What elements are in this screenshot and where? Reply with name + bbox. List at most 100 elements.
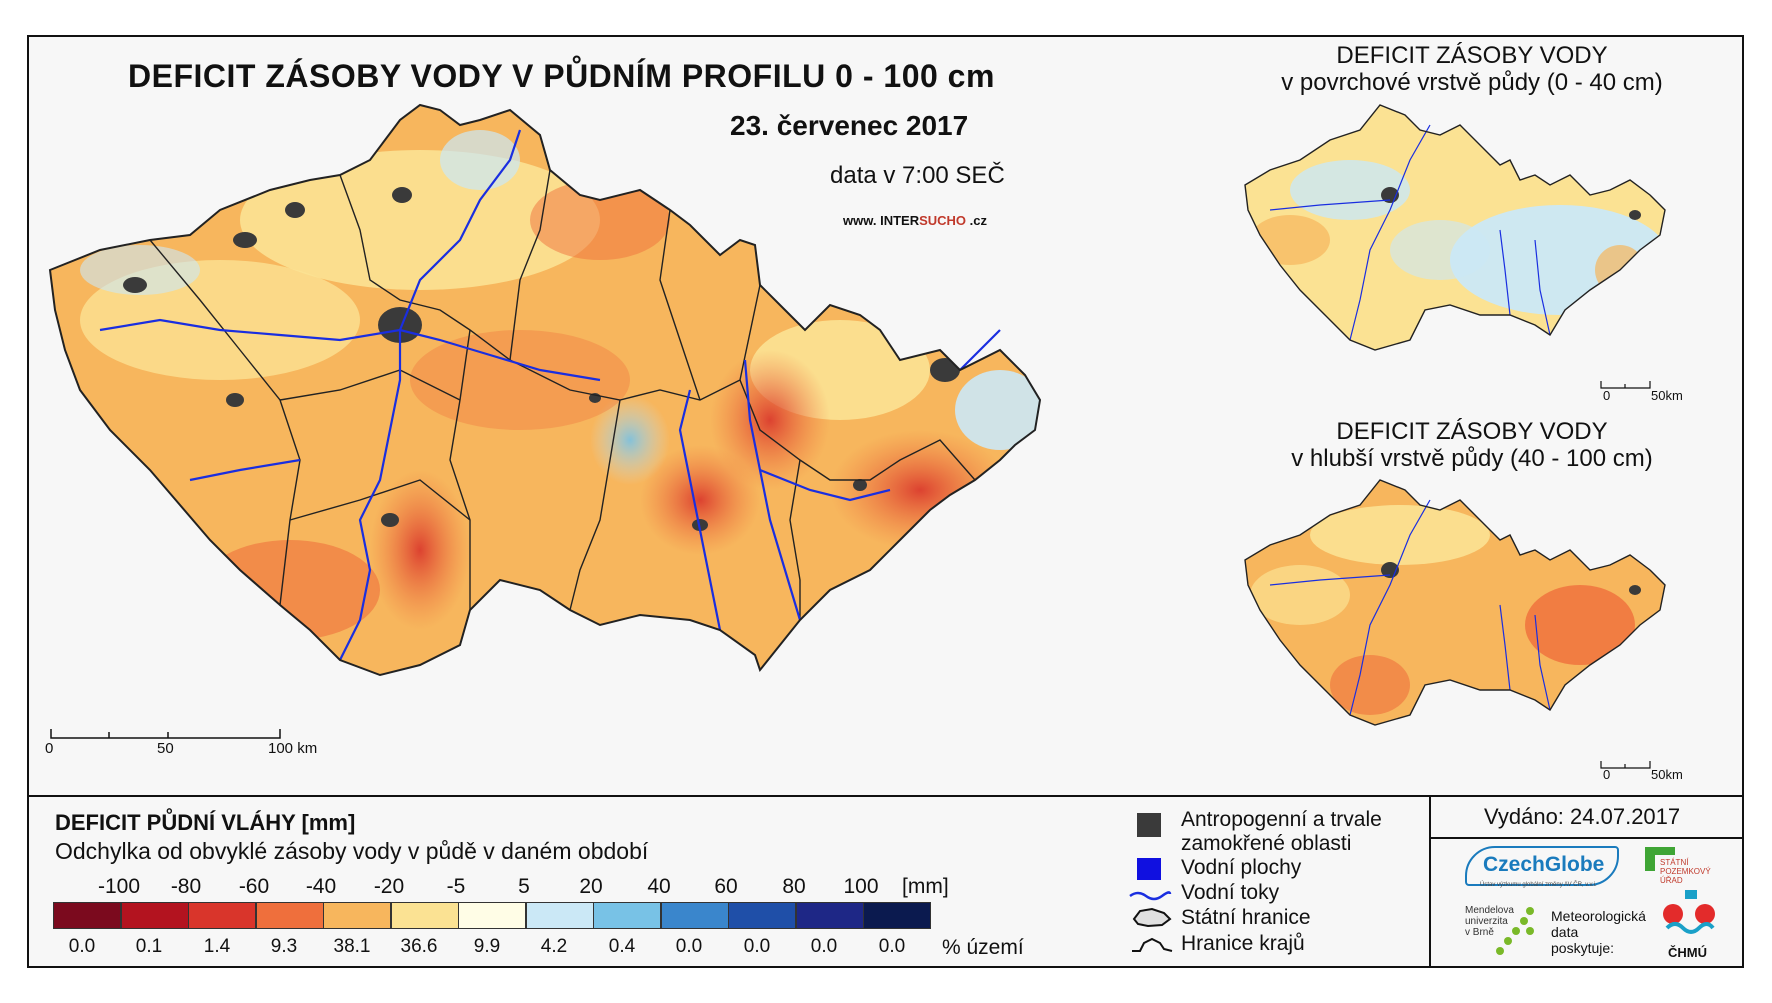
inset-bottom-scale-50: 50km — [1651, 767, 1683, 782]
legend-break: -80 — [170, 875, 202, 898]
spu-logo-line2: POZEMKOVÝ — [1660, 867, 1711, 876]
water-label: Vodní plochy — [1181, 856, 1302, 879]
legend-pct: 4.2 — [540, 936, 568, 957]
legend-break: 20 — [579, 875, 603, 898]
legend-swatch — [323, 902, 391, 929]
issued-underline — [1429, 837, 1744, 839]
inset-top-title-line2: v povrchové vrstvě půdy (0 - 40 cm) — [1281, 69, 1663, 96]
meteo-line3: poskytuje: — [1551, 940, 1615, 956]
main-map — [49, 104, 1041, 676]
legend-pct: 38.1 — [333, 936, 371, 957]
legend-swatch — [728, 902, 796, 929]
legend-swatch — [525, 902, 594, 929]
legend-break: -5 — [446, 875, 466, 898]
legend-swatch — [593, 902, 661, 929]
scale-label-100: 100 km — [268, 740, 318, 757]
legend-swatch — [863, 902, 931, 929]
anthropogenic-label-line2: zamokřené oblasti — [1181, 832, 1352, 855]
spu-logo: STÁTNÍ POZEMKOVÝ ÚŘAD — [1660, 858, 1711, 885]
legend-pct: 1.4 — [203, 936, 231, 957]
region-border-symbol — [1132, 937, 1173, 952]
legend-break: 40 — [647, 875, 671, 898]
legend-break: 60 — [714, 875, 738, 898]
inset-top-scale-0: 0 — [1603, 388, 1611, 403]
meteo-line2: data — [1551, 924, 1579, 940]
legend-pct-unit: % území — [942, 936, 1024, 959]
map-title: DEFICIT ZÁSOBY VODY V PŮDNÍM PROFILU 0 -… — [128, 58, 995, 94]
meteo-provider-label: Meteorologická data poskytuje: — [1551, 908, 1646, 956]
river-label: Vodní toky — [1181, 881, 1280, 904]
inset-top-scale-50: 50km — [1651, 388, 1683, 403]
river-symbol — [1129, 891, 1172, 901]
issued-date: Vydáno: 24.07.2017 — [1484, 804, 1681, 829]
legend-swatch — [660, 902, 729, 929]
legend-swatch — [53, 902, 121, 929]
legend-pct: 0.4 — [608, 936, 636, 957]
legend-pct: 9.3 — [270, 936, 298, 957]
state-border-symbol — [1132, 907, 1172, 928]
state-border-label: Státní hranice — [1181, 906, 1311, 929]
legend-swatch — [188, 902, 256, 929]
inset-top-title: DEFICIT ZÁSOBY VODY v povrchové vrstvě p… — [1212, 42, 1732, 96]
issued-divider — [1429, 795, 1431, 968]
inset-bottom-title: DEFICIT ZÁSOBY VODY v hlubší vrstvě půdy… — [1212, 418, 1732, 472]
mendel-logo-line1: Mendelova — [1465, 905, 1514, 916]
mendel-logo-line3: v Brně — [1465, 927, 1494, 938]
water-swatch — [1137, 858, 1161, 880]
data-time: data v 7:00 SEČ — [830, 162, 1005, 189]
mendel-logo-dots — [1496, 907, 1534, 955]
legend-swatch — [120, 902, 189, 929]
legend-break: -60 — [238, 875, 270, 898]
legend-pct: 0.0 — [743, 936, 771, 957]
spu-logo-line1: STÁTNÍ — [1660, 858, 1689, 867]
legend-unit: [mm] — [902, 875, 949, 898]
legend-swatch — [458, 902, 526, 929]
region-border-label: Hranice krajů — [1181, 932, 1305, 955]
legend-divider — [27, 795, 1744, 797]
legend-break: -100 — [97, 875, 141, 898]
czechglobe-logo-text: CzechGlobe — [1483, 853, 1605, 876]
legend-pct: 0.0 — [68, 936, 96, 957]
anthropogenic-label-line1: Antropogenní a trvale — [1181, 808, 1382, 831]
legend-pct: 9.9 — [473, 936, 501, 957]
legend-pct: 0.0 — [878, 936, 906, 957]
inset-top-map — [1244, 104, 1666, 351]
main-scale-bar — [50, 728, 290, 747]
inset-top-title-line1: DEFICIT ZÁSOBY VODY — [1336, 42, 1608, 69]
inset-top-scale-bar — [1600, 381, 1651, 389]
inset-bottom-scale-0: 0 — [1603, 767, 1611, 782]
spu-logo-line3: ÚŘAD — [1660, 876, 1683, 885]
scale-label-50: 50 — [157, 740, 174, 757]
anthropogenic-label: Antropogenní a trvale zamokřené oblasti — [1181, 808, 1382, 856]
legend-pct: 0.1 — [135, 936, 163, 957]
inset-bottom-title-line2: v hlubší vrstvě půdy (40 - 100 cm) — [1291, 445, 1653, 472]
legend-swatch — [255, 902, 324, 929]
czechglobe-logo-subtext: Ústav výzkumu globální změny AV ČR, v.v.… — [1480, 882, 1597, 888]
chmu-logo-text: ČHMÚ — [1668, 945, 1707, 960]
legend-pct: 36.6 — [400, 936, 438, 957]
map-date: 23. červenec 2017 — [730, 110, 969, 141]
legend-break: 5 — [518, 875, 530, 898]
scale-bar-line — [50, 729, 281, 739]
inset-bottom-title-line1: DEFICIT ZÁSOBY VODY — [1336, 418, 1608, 445]
legend-break: -20 — [373, 875, 405, 898]
legend-pct: 0.0 — [810, 936, 838, 957]
legend-pct: 0.0 — [675, 936, 703, 957]
legend-title: DEFICIT PŮDNÍ VLÁHY [mm] — [55, 810, 356, 835]
legend-swatch — [390, 902, 459, 929]
scale-label-0: 0 — [45, 740, 54, 757]
chmu-logo — [1663, 890, 1715, 934]
legend-subtitle: Odchylka od obvyklé zásoby vody v půdě v… — [55, 838, 649, 864]
mendel-logo-line2: univerzita — [1465, 916, 1508, 927]
mendel-logo: Mendelova univerzita v Brně — [1465, 905, 1514, 938]
legend-break: 100 — [843, 875, 879, 898]
meteo-line1: Meteorologická — [1551, 908, 1646, 924]
spu-logo-mark — [1645, 847, 1655, 871]
legend-swatch — [795, 902, 864, 929]
legend-break: -40 — [305, 875, 337, 898]
spu-logo-mark-top — [1655, 847, 1675, 855]
anthropogenic-swatch — [1137, 813, 1161, 837]
inset-bottom-scale-bar — [1600, 761, 1651, 769]
legend-break: 80 — [782, 875, 806, 898]
website-link[interactable]: www. INTERSUCHO .cz — [843, 213, 987, 228]
